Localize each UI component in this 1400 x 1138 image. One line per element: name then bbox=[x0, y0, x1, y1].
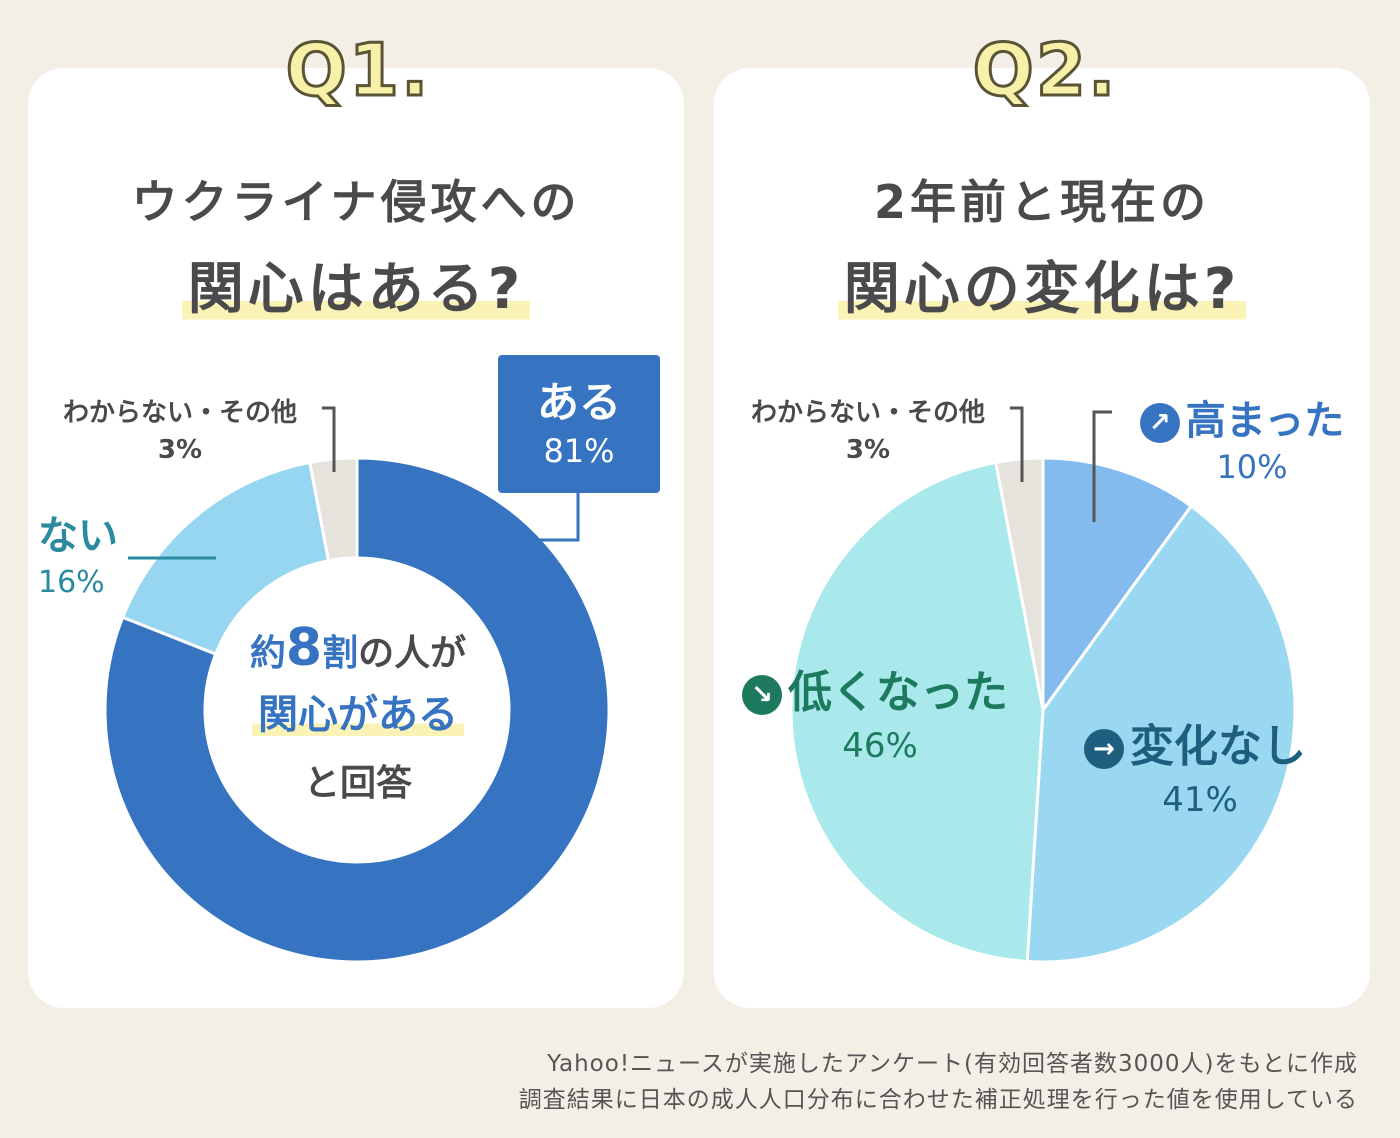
q1-card: ウクライナ侵攻への 関心はある? bbox=[28, 68, 684, 1008]
label-up-block: ↗ 高まった 10% bbox=[1122, 388, 1362, 486]
label-same-block: → 変化なし 41% bbox=[1060, 710, 1330, 820]
q1-title-line1: ウクライナ侵攻への bbox=[131, 175, 581, 229]
label-same: 変化なし bbox=[1130, 721, 1306, 772]
q1-title-highlight: 関心はある? bbox=[181, 257, 531, 322]
center-line1: 約8割の人が bbox=[200, 618, 516, 678]
arrow-right-icon: → bbox=[1084, 729, 1124, 769]
q1-donut-chart bbox=[103, 456, 611, 964]
slice-q1-other bbox=[308, 456, 359, 563]
q2-title-line2: 関心の変化は? bbox=[714, 244, 1370, 325]
center-part1: 約 bbox=[249, 633, 286, 674]
label-down-pct: 46% bbox=[842, 726, 918, 766]
label-nai: ない bbox=[38, 513, 118, 559]
label-q2-other-block: わからない・その他 3% bbox=[728, 392, 1008, 465]
label-q2-other: わからない・その他 bbox=[750, 398, 985, 428]
label-nai-block: ない 16% bbox=[38, 503, 148, 600]
leader-q1-other bbox=[322, 406, 336, 472]
label-down-block: ↘ 低くなった 46% bbox=[730, 656, 1020, 766]
leader-aru bbox=[492, 490, 580, 542]
center-part3: の人が bbox=[358, 633, 467, 674]
label-q1-other: わからない・その他 bbox=[62, 398, 297, 428]
center-line3: と回答 bbox=[303, 763, 412, 804]
label-same-pct: 41% bbox=[1162, 780, 1238, 820]
label-up-pct: 10% bbox=[1216, 448, 1288, 486]
slice-same bbox=[1025, 504, 1297, 964]
label-down: 低くなった bbox=[788, 667, 1008, 718]
slice-down bbox=[789, 460, 1045, 964]
label-q2-other-pct: 3% bbox=[845, 435, 891, 465]
label-q1-other-block: わからない・その他 3% bbox=[40, 392, 320, 465]
label-nai-pct: 16% bbox=[38, 565, 105, 600]
slice-q2-other bbox=[994, 456, 1045, 711]
center-num: 8 bbox=[285, 618, 323, 678]
arrow-down-right-icon: ↘ bbox=[742, 675, 782, 715]
label-q1-other-pct: 3% bbox=[157, 435, 203, 465]
q2-title-line1: 2年前と現在の bbox=[873, 175, 1210, 229]
q2-title-highlight: 関心の変化は? bbox=[837, 257, 1247, 322]
center-line2: 関心がある bbox=[200, 682, 516, 740]
label-up-row: ↗ 高まった bbox=[1122, 388, 1362, 446]
q2-pie-chart bbox=[789, 456, 1297, 964]
label-aru-pct: 81% bbox=[543, 432, 615, 470]
q1-tag: Q1. bbox=[284, 27, 431, 114]
label-aru-box: ある 81% bbox=[498, 355, 660, 493]
label-aru: ある bbox=[536, 378, 621, 427]
q1-title-line2: 関心はある? bbox=[28, 244, 684, 325]
slice-nai bbox=[120, 460, 331, 656]
label-same-row: → 変化なし bbox=[1060, 710, 1330, 774]
q2-tag: Q2. bbox=[971, 27, 1118, 114]
leader-lines bbox=[128, 406, 1112, 560]
center-highlight: 関心がある bbox=[252, 692, 464, 738]
slice-aru bbox=[103, 456, 611, 964]
footer-line1: Yahoo!ニュースが実施したアンケート(有効回答者数3000人)をもとに作成 bbox=[547, 1051, 1358, 1077]
leader-q2-other bbox=[1010, 406, 1024, 482]
leader-up bbox=[1092, 410, 1112, 522]
label-down-row: ↘ 低くなった bbox=[730, 656, 1020, 720]
label-up: 高まった bbox=[1185, 398, 1345, 444]
footer-line2: 調査結果に日本の成人人口分布に合わせた補正処理を行った値を使用している bbox=[518, 1087, 1358, 1113]
donut-center-text: 約8割の人が 関心がある と回答 bbox=[200, 618, 516, 806]
slice-up bbox=[1041, 456, 1194, 715]
arrow-up-right-icon: ↗ bbox=[1139, 403, 1180, 443]
center-part2: 割 bbox=[322, 633, 359, 674]
